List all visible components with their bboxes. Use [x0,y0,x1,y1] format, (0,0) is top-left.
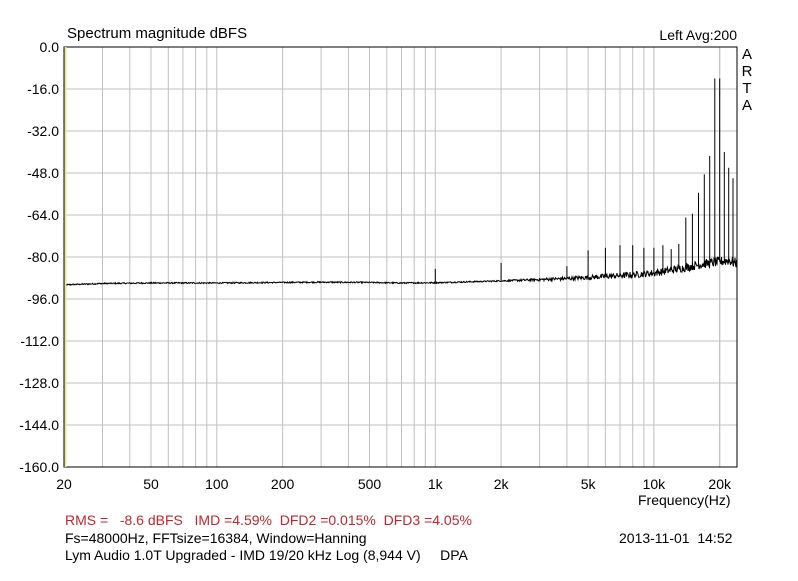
chart-grid [64,46,737,468]
y-tick-label: 0.0 [40,39,60,55]
noise-floor-trace [63,256,738,287]
x-tick-label: 1k [428,476,444,492]
y-tick-label: -128.0 [19,375,59,391]
y-tick-label: -96.0 [27,291,59,307]
fft-settings: Fs=48000Hz, FFTsize=16384, Window=Hannin… [65,530,367,546]
x-tick-label: 50 [143,476,159,492]
x-tick-label: 200 [271,476,295,492]
timestamp: 2013-11-01 14:52 [619,530,733,546]
x-tick-label: 10k [643,476,667,492]
plot-frame [63,46,738,468]
y-tick-label: -80.0 [27,249,59,265]
x-axis-ticks: 20 50 100 200 500 1k 2k 5k 10k 20k [56,476,732,492]
x-tick-label: 2k [494,476,510,492]
y-tick-label: -160.0 [19,459,59,475]
arta-logo: A R T A [741,46,753,114]
x-tick-label: 100 [205,476,229,492]
arta-letter: R [741,63,753,80]
arta-letter: A [741,97,752,114]
x-tick-label: 20k [708,476,732,492]
x-tick-label: 20 [56,476,72,492]
x-tick-label: 5k [581,476,597,492]
y-tick-label: -16.0 [27,81,59,97]
x-axis-label: Frequency(Hz) [638,492,731,508]
chart-title: Spectrum magnitude dBFS [67,25,248,42]
x-tick-label: 500 [358,476,382,492]
y-tick-label: -64.0 [27,207,59,223]
arta-letter: A [741,46,752,63]
measurement-summary: RMS = -8.6 dBFS IMD =4.59% DFD2 =0.015% … [65,512,472,528]
y-tick-label: -48.0 [27,165,59,181]
arta-letter: T [742,80,752,97]
y-axis-ticks: 0.0 -16.0 -32.0 -48.0 -64.0 -80.0 -96.0 -112.0 -… [19,39,59,475]
channel-avg-label: Left Avg:200 [659,27,737,43]
device-description: Lym Audio 1.0T Upgraded - IMD 19/20 kHz … [65,547,468,563]
y-tick-label: -112.0 [20,333,59,349]
spectrum-traces [63,78,738,287]
y-tick-label: -144.0 [19,417,59,433]
y-tick-label: -32.0 [27,123,59,139]
